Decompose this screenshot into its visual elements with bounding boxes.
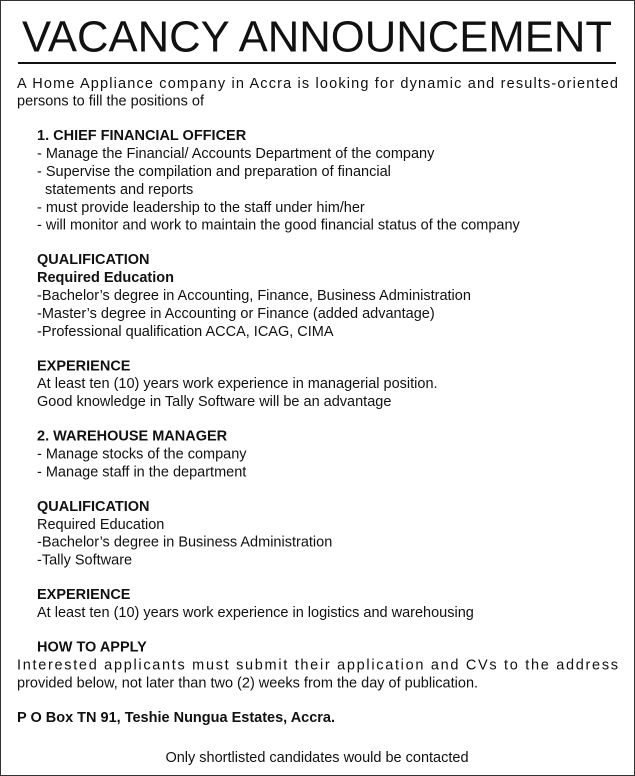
experience-heading: EXPERIENCE	[37, 587, 131, 603]
position-heading: 1. CHIEF FINANCIAL OFFICER	[37, 128, 247, 144]
duty-line: - Manage staff in the department	[37, 464, 246, 480]
experience-line: At least ten (10) years work experience …	[37, 376, 438, 392]
qualification-item: -Bachelor’s degree in Business Administr…	[37, 535, 332, 551]
qualification-item: -Tally Software	[37, 553, 132, 569]
qualification-item: -Professional qualification ACCA, ICAG, …	[37, 324, 334, 340]
intro-line: A Home Appliance company in Accra is loo…	[17, 76, 618, 92]
qualification-subheading: Required Education	[37, 517, 164, 533]
title: VACANCY ANNOUNCEMENT	[22, 13, 612, 62]
position-heading: 2. WAREHOUSE MANAGER	[37, 429, 228, 445]
experience-heading: EXPERIENCE	[37, 358, 131, 374]
apply-line: provided below, not later than two (2) w…	[17, 675, 478, 691]
address: P O Box TN 91, Teshie Nungua Estates, Ac…	[17, 710, 335, 726]
duty-line: - Manage stocks of the company	[37, 447, 247, 463]
qualification-item: -Bachelor’s degree in Accounting, Financ…	[37, 288, 471, 304]
qualification-subheading: Required Education	[37, 270, 174, 286]
duty-line: statements and reports	[45, 182, 193, 198]
duty-line: - will monitor and work to maintain the …	[37, 218, 521, 234]
apply-heading: HOW TO APPLY	[37, 640, 147, 656]
qualification-heading: QUALIFICATION	[37, 252, 150, 268]
duty-line: - must provide leadership to the staff u…	[37, 200, 365, 216]
experience-line: Good knowledge in Tally Software will be…	[37, 394, 391, 410]
duty-line: - Manage the Financial/ Accounts Departm…	[37, 146, 435, 162]
apply-line: Interested applicants must submit their …	[17, 657, 618, 673]
qualification-heading: QUALIFICATION	[37, 499, 150, 515]
note: Only shortlisted candidates would be con…	[165, 750, 468, 766]
experience-line: At least ten (10) years work experience …	[37, 605, 474, 621]
duty-line: - Supervise the compilation and preparat…	[37, 164, 391, 180]
qualification-item: -Master’s degree in Accounting or Financ…	[37, 306, 435, 322]
intro-line: persons to fill the positions of	[17, 94, 205, 110]
